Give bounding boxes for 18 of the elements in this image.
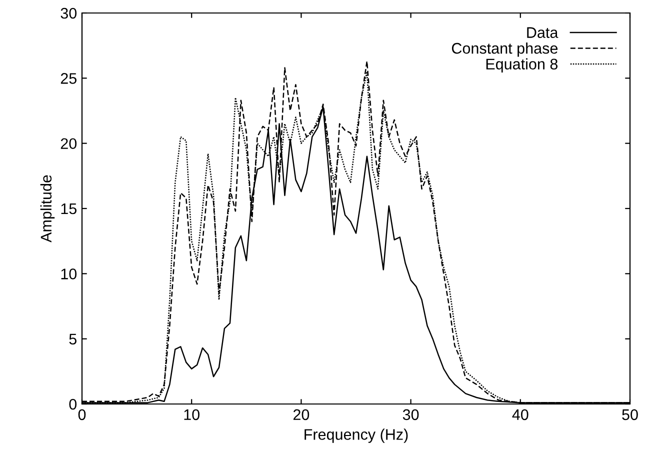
y-tick-label: 5 <box>69 334 76 345</box>
x-tick-label: 10 <box>184 409 200 420</box>
y-axis-title: Amplitude <box>40 175 55 242</box>
x-tick-label: 40 <box>512 409 528 420</box>
y-tick-label: 20 <box>60 138 77 150</box>
y-tick-label: 15 <box>61 204 76 214</box>
legend-label: Data <box>527 27 558 38</box>
legend-label: Equation 8 <box>486 58 558 73</box>
y-tick-label: 25 <box>60 73 76 84</box>
legend-label: Constant phase <box>452 42 558 57</box>
y-tick-label: 0 <box>69 398 77 410</box>
y-tick-label: 30 <box>60 8 77 19</box>
y-tick-label: 10 <box>61 268 77 280</box>
x-tick-label: 50 <box>622 409 638 420</box>
x-tick-label: 0 <box>78 409 86 420</box>
x-tick-label: 20 <box>293 409 310 420</box>
x-axis-title: Frequency (Hz) <box>304 428 408 443</box>
x-tick-label: 30 <box>402 409 419 420</box>
